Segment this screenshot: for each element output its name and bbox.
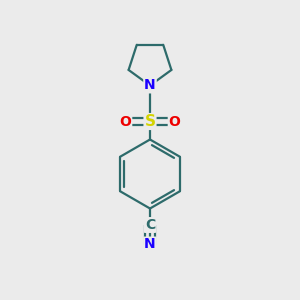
- Text: N: N: [144, 238, 156, 251]
- Text: S: S: [145, 114, 155, 129]
- Text: N: N: [144, 79, 156, 92]
- Text: O: O: [169, 115, 181, 128]
- Text: C: C: [145, 218, 155, 232]
- Text: O: O: [119, 115, 131, 128]
